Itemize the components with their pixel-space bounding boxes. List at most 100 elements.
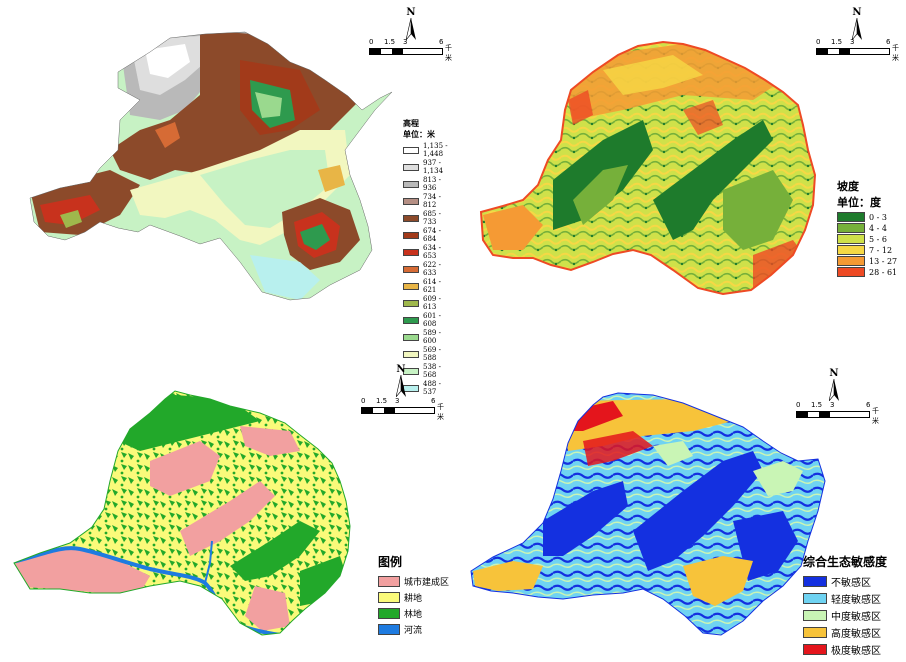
legend-item: 不敏感区	[803, 574, 887, 589]
legend-label: 中度敏感区	[831, 612, 881, 623]
north-label: N	[829, 368, 839, 379]
scale-tick: 1.5	[831, 38, 843, 46]
legend-item: 614 - 621	[403, 278, 453, 294]
landuse-map	[13, 390, 351, 636]
legend-label: 7 - 12	[869, 245, 893, 255]
legend-label: 734 - 812	[423, 193, 441, 209]
legend-swatch	[403, 163, 419, 171]
north-arrow-icon	[396, 375, 406, 397]
scale-tick: 0	[369, 38, 374, 46]
legend-swatch	[403, 316, 419, 324]
legend-label: 601 - 608	[423, 312, 441, 328]
legend-swatch	[837, 212, 865, 222]
slope-map	[480, 41, 816, 295]
legend-label: 634 - 653	[423, 244, 441, 260]
scale-tick: 3	[395, 397, 400, 405]
scale-unit: 千米	[437, 403, 444, 421]
scale-tick: 0	[361, 397, 366, 405]
landuse-map-panel: N 0 1.5 3 6 千米 图例 城市建成区 耕地 林地 河流	[0, 331, 453, 662]
scale-tick: 6	[439, 38, 444, 46]
legend-swatch	[403, 367, 419, 375]
legend-swatch	[378, 624, 400, 635]
legend-item: 685 - 733	[403, 210, 453, 226]
legend-label: 轻度敏感区	[831, 595, 881, 606]
legend-label: 耕地	[404, 594, 423, 604]
elevation-legend: 高程 单位：米 1,135 - 1,448 937 - 1,134 813 - 93…	[403, 118, 453, 397]
legend-item: 林地	[378, 607, 449, 620]
legend-swatch	[837, 256, 865, 266]
sensitivity-map	[470, 392, 826, 636]
legend-unit: 单位：度	[837, 196, 881, 209]
legend-swatch	[803, 644, 827, 655]
legend-item: 634 - 653	[403, 244, 453, 260]
scale-tick: 6	[886, 38, 891, 46]
legend-label: 0 - 3	[869, 212, 887, 222]
scale-tick: 0	[796, 401, 801, 409]
legend-item: 569 - 588	[403, 346, 453, 362]
north-arrow-icon	[406, 18, 416, 40]
legend-label: 609 - 613	[423, 295, 441, 311]
legend-item: 城市建成区	[378, 575, 449, 588]
scale-tick: 1.5	[384, 38, 396, 46]
legend-swatch	[403, 214, 419, 222]
scale-tick: 1.5	[376, 397, 388, 405]
legend-item: 7 - 12	[837, 245, 897, 255]
legend-swatch	[837, 223, 865, 233]
legend-item: 734 - 812	[403, 193, 453, 209]
sensitivity-map-panel: N 0 1.5 3 6 千米 综合生态敏感度 不敏感区 轻度敏感区 中度敏感区 高度敏…	[453, 331, 906, 662]
scale-bar: 0 1.5 3 6 千米	[369, 38, 452, 62]
legend-item: 538 - 568	[403, 363, 453, 379]
legend-label: 高度敏感区	[831, 629, 881, 640]
legend-item: 674 - 684	[403, 227, 453, 243]
legend-label: 13 - 27	[869, 256, 898, 266]
legend-swatch	[378, 592, 400, 603]
legend-swatch	[837, 234, 865, 244]
legend-item: 589 - 600	[403, 329, 453, 345]
legend-swatch	[803, 627, 827, 638]
legend-item: 609 - 613	[403, 295, 453, 311]
elevation-map	[29, 31, 393, 301]
legend-swatch	[803, 576, 827, 587]
legend-label: 538 - 568	[423, 363, 441, 379]
legend-label: 4 - 4	[869, 223, 887, 233]
scale-tick: 0	[816, 38, 821, 46]
legend-swatch	[403, 180, 419, 188]
legend-title: 综合生态敏感度	[803, 555, 888, 569]
legend-label: 488 - 537	[423, 380, 441, 396]
legend-item: 河流	[378, 623, 449, 636]
legend-title: 高程	[403, 118, 419, 128]
legend-swatch	[803, 610, 827, 621]
legend-item: 13 - 27	[837, 256, 897, 266]
north-label: N	[852, 7, 862, 18]
legend-item: 0 - 3	[837, 212, 897, 222]
legend-unit: 单位：米	[403, 129, 435, 139]
legend-item: 耕地	[378, 591, 449, 604]
legend-label: 937 - 1,134	[423, 159, 444, 175]
legend-label: 1,135 - 1,448	[423, 142, 448, 158]
legend-item: 601 - 608	[403, 312, 453, 328]
legend-label: 极度敏感区	[831, 646, 881, 657]
legend-title: 图例	[378, 555, 403, 569]
legend-swatch	[403, 299, 419, 307]
legend-item: 813 - 936	[403, 176, 453, 192]
scale-unit: 千米	[445, 44, 452, 62]
legend-item: 4 - 4	[837, 223, 897, 233]
north-arrow-icon	[829, 379, 839, 401]
sensitivity-legend: 综合生态敏感度 不敏感区轻度敏感区中度敏感区高度敏感区极度敏感区	[803, 553, 887, 659]
legend-swatch	[403, 146, 419, 154]
legend-label: 685 - 733	[423, 210, 441, 226]
legend-item: 极度敏感区	[803, 642, 887, 657]
legend-swatch	[403, 231, 419, 239]
legend-item: 622 - 633	[403, 261, 453, 277]
legend-label: 28 - 61	[869, 267, 898, 277]
legend-item: 5 - 6	[837, 234, 897, 244]
north-arrow: N	[827, 369, 841, 401]
scale-bar: 0 1.5 3 6 千米	[816, 38, 899, 62]
legend-swatch	[403, 248, 419, 256]
elevation-map-panel: N 0 1.5 3 6 千米 高程 单位：米 1,135 - 1,448 937 …	[0, 0, 453, 396]
scale-tick: 6	[866, 401, 871, 409]
scale-tick: 1.5	[811, 401, 823, 409]
scale-unit: 千米	[892, 44, 899, 62]
